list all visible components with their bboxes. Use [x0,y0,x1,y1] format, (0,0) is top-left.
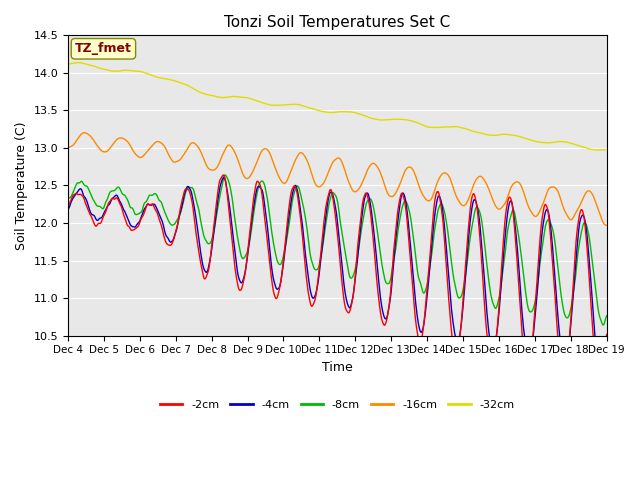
-8cm [599,322,607,328]
-16cm [213,164,221,170]
-16cm [130,149,138,155]
-2cm [212,201,220,206]
-32cm [594,147,602,153]
-4cm [419,325,427,331]
-32cm [213,94,221,100]
-16cm [404,165,412,171]
Line: -4cm: -4cm [68,177,607,370]
-32cm [404,117,412,123]
-8cm [603,313,611,319]
-4cm [597,367,605,372]
-32cm [185,83,193,89]
-2cm [404,221,412,227]
-2cm [184,186,192,192]
-2cm [220,172,228,178]
-16cm [419,192,427,198]
-32cm [64,61,72,67]
Legend: -2cm, -4cm, -8cm, -16cm, -32cm: -2cm, -4cm, -8cm, -16cm, -32cm [156,395,519,414]
-8cm [129,207,137,213]
-32cm [130,68,138,74]
-8cm [64,195,72,201]
-4cm [404,211,412,217]
X-axis label: Time: Time [322,361,353,374]
-8cm [404,202,412,207]
-8cm [221,172,229,178]
Line: -8cm: -8cm [68,175,607,325]
Text: TZ_fmet: TZ_fmet [75,42,132,55]
Line: -32cm: -32cm [68,62,607,150]
-16cm [81,130,88,136]
-32cm [419,122,427,128]
-16cm [64,144,72,150]
-16cm [185,144,193,149]
-2cm [129,227,137,233]
-4cm [74,189,82,194]
-2cm [419,326,427,332]
Line: -16cm: -16cm [68,133,607,226]
-2cm [74,192,82,197]
-4cm [603,334,611,340]
-16cm [74,136,82,142]
-32cm [603,147,611,153]
Line: -2cm: -2cm [68,175,607,384]
-4cm [64,206,72,212]
-32cm [75,60,83,65]
-8cm [212,214,220,219]
-4cm [184,183,192,189]
-8cm [184,185,192,191]
Title: Tonzi Soil Temperatures Set C: Tonzi Soil Temperatures Set C [224,15,451,30]
-2cm [595,381,603,387]
-4cm [129,224,137,229]
Y-axis label: Soil Temperature (C): Soil Temperature (C) [15,121,28,250]
-8cm [74,180,82,186]
-4cm [220,174,228,180]
-8cm [419,290,427,296]
-32cm [74,60,82,65]
-16cm [603,223,611,228]
-2cm [64,204,72,209]
-2cm [603,332,611,337]
-4cm [212,208,220,214]
